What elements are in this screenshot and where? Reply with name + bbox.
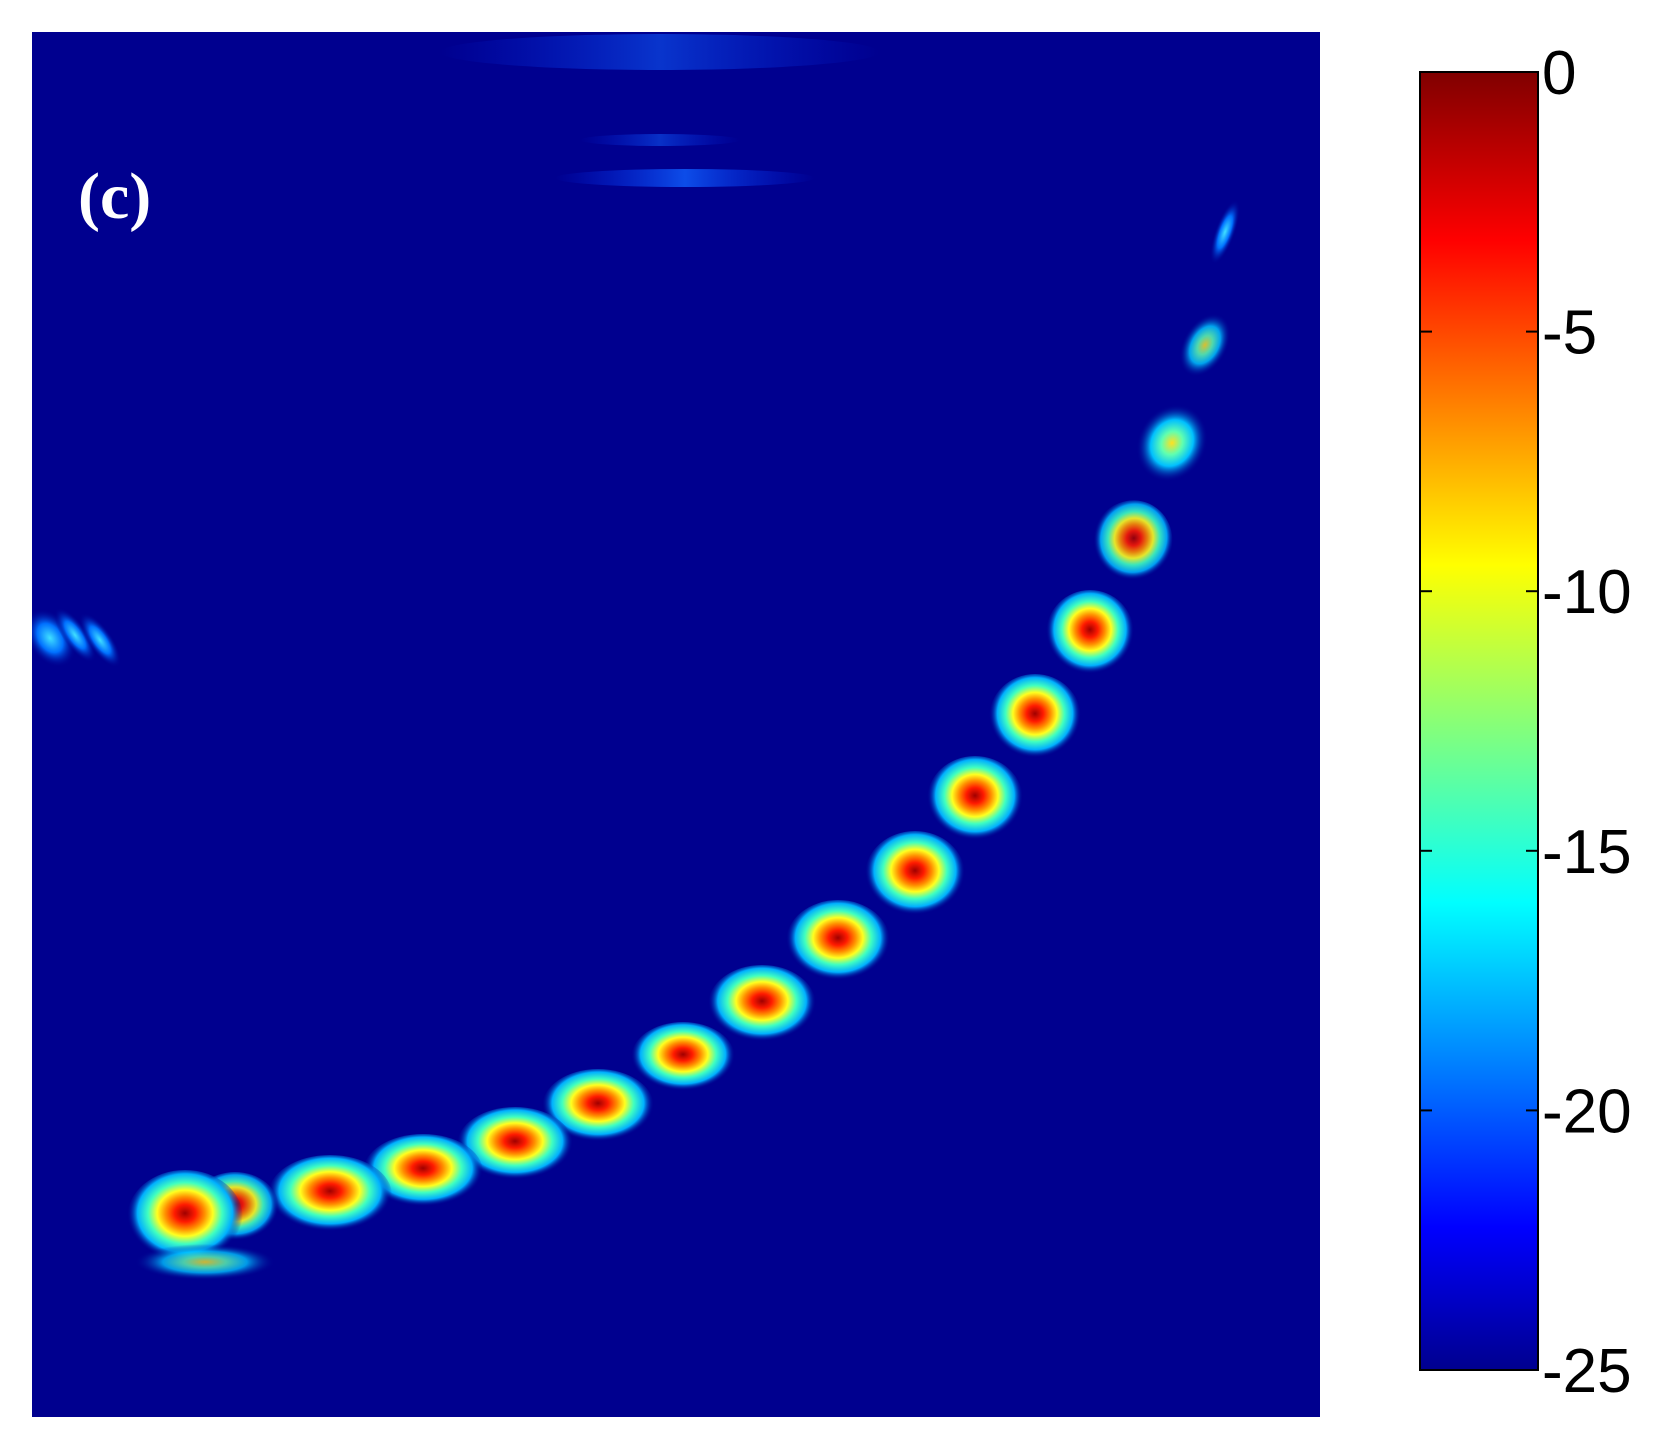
- heatmap-plot: (c): [32, 32, 1320, 1417]
- top-faint-streak: [580, 134, 740, 146]
- colorbar-tick-label: -10: [1542, 558, 1632, 627]
- top-faint-streak: [440, 34, 880, 70]
- focal-spot-tail: [135, 1244, 275, 1280]
- top-faint-streak: [555, 169, 815, 187]
- focal-spot: [1046, 590, 1134, 678]
- colorbar-tick-label: 0: [1542, 39, 1576, 108]
- focal-spot: [542, 1069, 654, 1145]
- focal-spot: [268, 1155, 392, 1235]
- focal-spot: [457, 1107, 573, 1183]
- colorbar-gradient: [1419, 71, 1539, 1371]
- panel-label: (c): [78, 160, 151, 233]
- focal-spot: [865, 831, 965, 919]
- colorbar: 0 -5 -10 -15 -20 -25: [1419, 39, 1632, 1406]
- left-edge-fragment: [79, 612, 121, 668]
- colorbar-ticks: 0 -5 -10 -15 -20 -25: [1420, 39, 1632, 1406]
- focal-spot: [1210, 199, 1240, 265]
- focal-spot: [708, 965, 816, 1045]
- colorbar-tick-label: -15: [1542, 818, 1632, 887]
- heatmap-features: [32, 34, 1240, 1280]
- focal-spot: [127, 1170, 243, 1266]
- left-edge-fragment: [54, 607, 96, 663]
- colorbar-tick-label: -25: [1542, 1337, 1632, 1406]
- focal-spot: [927, 756, 1023, 844]
- focal-spot: [1179, 313, 1231, 377]
- colorbar-tick-label: -20: [1542, 1077, 1632, 1146]
- focal-spot: [989, 674, 1081, 762]
- focal-spot: [631, 1022, 735, 1094]
- focal-spot: [1091, 500, 1173, 584]
- colorbar-tick-label: -5: [1542, 299, 1597, 368]
- focal-spot: [786, 900, 890, 984]
- focal-spot: [363, 1134, 483, 1210]
- focal-spot: [1136, 404, 1208, 482]
